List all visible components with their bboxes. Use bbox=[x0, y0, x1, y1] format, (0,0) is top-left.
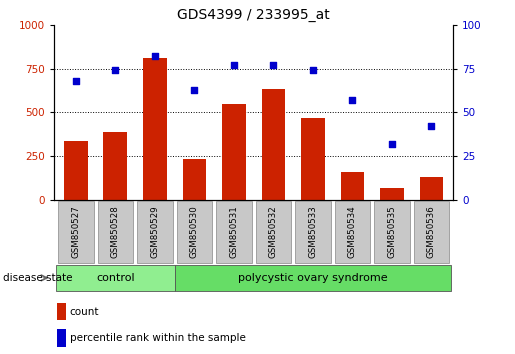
Point bbox=[151, 53, 159, 59]
FancyBboxPatch shape bbox=[414, 201, 449, 263]
Title: GDS4399 / 233995_at: GDS4399 / 233995_at bbox=[177, 8, 330, 22]
Bar bbox=[301, 118, 325, 200]
Bar bbox=[380, 188, 404, 200]
Text: GSM850530: GSM850530 bbox=[190, 205, 199, 258]
FancyBboxPatch shape bbox=[175, 265, 451, 291]
Text: GSM850534: GSM850534 bbox=[348, 205, 357, 258]
Text: polycystic ovary syndrome: polycystic ovary syndrome bbox=[238, 273, 388, 283]
Text: GSM850536: GSM850536 bbox=[427, 205, 436, 258]
Point bbox=[348, 97, 356, 103]
FancyBboxPatch shape bbox=[295, 201, 331, 263]
Text: GSM850535: GSM850535 bbox=[387, 205, 397, 258]
Point bbox=[190, 87, 198, 92]
Bar bbox=[340, 172, 364, 200]
Point bbox=[111, 68, 119, 73]
FancyBboxPatch shape bbox=[58, 201, 94, 263]
Text: GSM850527: GSM850527 bbox=[71, 205, 80, 258]
FancyBboxPatch shape bbox=[374, 201, 410, 263]
Text: disease state: disease state bbox=[3, 273, 72, 283]
Bar bbox=[420, 177, 443, 200]
Bar bbox=[222, 104, 246, 200]
Bar bbox=[64, 141, 88, 200]
FancyBboxPatch shape bbox=[216, 201, 252, 263]
Text: control: control bbox=[96, 273, 134, 283]
FancyBboxPatch shape bbox=[255, 201, 291, 263]
Bar bbox=[143, 58, 167, 200]
Text: GSM850529: GSM850529 bbox=[150, 206, 159, 258]
Text: count: count bbox=[70, 307, 99, 316]
Bar bbox=[104, 132, 127, 200]
FancyBboxPatch shape bbox=[97, 201, 133, 263]
Text: GSM850532: GSM850532 bbox=[269, 205, 278, 258]
Text: percentile rank within the sample: percentile rank within the sample bbox=[70, 333, 246, 343]
Bar bbox=[182, 159, 206, 200]
Point bbox=[309, 68, 317, 73]
Bar bbox=[262, 89, 285, 200]
FancyBboxPatch shape bbox=[137, 201, 173, 263]
Point bbox=[388, 141, 396, 147]
Text: GSM850531: GSM850531 bbox=[229, 205, 238, 258]
FancyBboxPatch shape bbox=[56, 265, 175, 291]
Point bbox=[230, 62, 238, 68]
Point bbox=[269, 62, 278, 68]
Point bbox=[427, 124, 436, 129]
FancyBboxPatch shape bbox=[177, 201, 212, 263]
Point bbox=[72, 78, 80, 84]
FancyBboxPatch shape bbox=[335, 201, 370, 263]
Text: GSM850528: GSM850528 bbox=[111, 205, 120, 258]
Text: GSM850533: GSM850533 bbox=[308, 205, 317, 258]
